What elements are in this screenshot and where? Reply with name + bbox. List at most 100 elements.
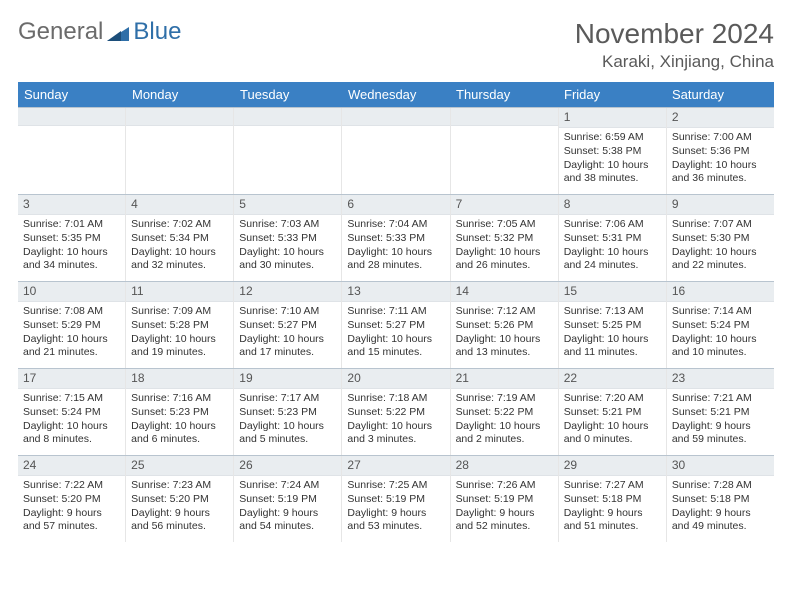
daylight-text: Daylight: 10 hours and 32 minutes. (131, 246, 228, 272)
day-cell: 24Sunrise: 7:22 AMSunset: 5:20 PMDayligh… (18, 456, 126, 542)
day-cell (126, 108, 234, 194)
sunset-text: Sunset: 5:32 PM (456, 232, 553, 245)
day-number: 3 (18, 195, 125, 215)
day-cell: 12Sunrise: 7:10 AMSunset: 5:27 PMDayligh… (234, 282, 342, 368)
sunset-text: Sunset: 5:33 PM (239, 232, 336, 245)
sunset-text: Sunset: 5:36 PM (672, 145, 769, 158)
daylight-text: Daylight: 10 hours and 13 minutes. (456, 333, 553, 359)
daylight-text: Daylight: 9 hours and 51 minutes. (564, 507, 661, 533)
weekday-header: Tuesday (234, 82, 342, 107)
title-block: November 2024 Karaki, Xinjiang, China (575, 18, 774, 72)
day-content: Sunrise: 7:17 AMSunset: 5:23 PMDaylight:… (234, 389, 341, 452)
sunrise-text: Sunrise: 7:20 AM (564, 392, 661, 405)
sunrise-text: Sunrise: 7:21 AM (672, 392, 769, 405)
day-content: Sunrise: 7:01 AMSunset: 5:35 PMDaylight:… (18, 215, 125, 278)
weekday-header: Thursday (450, 82, 558, 107)
day-cell: 26Sunrise: 7:24 AMSunset: 5:19 PMDayligh… (234, 456, 342, 542)
weekday-header-row: Sunday Monday Tuesday Wednesday Thursday… (18, 82, 774, 107)
daylight-text: Daylight: 10 hours and 19 minutes. (131, 333, 228, 359)
sunset-text: Sunset: 5:19 PM (347, 493, 444, 506)
sunrise-text: Sunrise: 7:15 AM (23, 392, 120, 405)
sunset-text: Sunset: 5:18 PM (564, 493, 661, 506)
daylight-text: Daylight: 10 hours and 5 minutes. (239, 420, 336, 446)
day-number: 23 (667, 369, 774, 389)
day-cell: 18Sunrise: 7:16 AMSunset: 5:23 PMDayligh… (126, 369, 234, 455)
week-row: 1Sunrise: 6:59 AMSunset: 5:38 PMDaylight… (18, 107, 774, 194)
day-number: 14 (451, 282, 558, 302)
sunset-text: Sunset: 5:26 PM (456, 319, 553, 332)
sunrise-text: Sunrise: 7:28 AM (672, 479, 769, 492)
day-content: Sunrise: 7:15 AMSunset: 5:24 PMDaylight:… (18, 389, 125, 452)
daylight-text: Daylight: 10 hours and 8 minutes. (23, 420, 120, 446)
day-cell: 9Sunrise: 7:07 AMSunset: 5:30 PMDaylight… (667, 195, 774, 281)
day-cell: 15Sunrise: 7:13 AMSunset: 5:25 PMDayligh… (559, 282, 667, 368)
day-cell: 30Sunrise: 7:28 AMSunset: 5:18 PMDayligh… (667, 456, 774, 542)
day-cell: 10Sunrise: 7:08 AMSunset: 5:29 PMDayligh… (18, 282, 126, 368)
day-content: Sunrise: 7:22 AMSunset: 5:20 PMDaylight:… (18, 476, 125, 539)
daylight-text: Daylight: 10 hours and 22 minutes. (672, 246, 769, 272)
day-content: Sunrise: 7:00 AMSunset: 5:36 PMDaylight:… (667, 128, 774, 191)
day-cell: 17Sunrise: 7:15 AMSunset: 5:24 PMDayligh… (18, 369, 126, 455)
weekday-header: Monday (126, 82, 234, 107)
sunrise-text: Sunrise: 7:14 AM (672, 305, 769, 318)
day-content: Sunrise: 7:26 AMSunset: 5:19 PMDaylight:… (451, 476, 558, 539)
daylight-text: Daylight: 9 hours and 49 minutes. (672, 507, 769, 533)
day-content: Sunrise: 7:02 AMSunset: 5:34 PMDaylight:… (126, 215, 233, 278)
day-number: 15 (559, 282, 666, 302)
day-number: 26 (234, 456, 341, 476)
sunrise-text: Sunrise: 7:02 AM (131, 218, 228, 231)
day-cell: 27Sunrise: 7:25 AMSunset: 5:19 PMDayligh… (342, 456, 450, 542)
weekday-header: Sunday (18, 82, 126, 107)
day-number: 6 (342, 195, 449, 215)
day-cell: 11Sunrise: 7:09 AMSunset: 5:28 PMDayligh… (126, 282, 234, 368)
daylight-text: Daylight: 10 hours and 30 minutes. (239, 246, 336, 272)
day-number: 27 (342, 456, 449, 476)
sunrise-text: Sunrise: 7:13 AM (564, 305, 661, 318)
day-content: Sunrise: 7:24 AMSunset: 5:19 PMDaylight:… (234, 476, 341, 539)
day-cell: 23Sunrise: 7:21 AMSunset: 5:21 PMDayligh… (667, 369, 774, 455)
sunrise-text: Sunrise: 7:04 AM (347, 218, 444, 231)
sunset-text: Sunset: 5:27 PM (347, 319, 444, 332)
day-number: 17 (18, 369, 125, 389)
day-content: Sunrise: 7:25 AMSunset: 5:19 PMDaylight:… (342, 476, 449, 539)
sunset-text: Sunset: 5:33 PM (347, 232, 444, 245)
sunset-text: Sunset: 5:23 PM (239, 406, 336, 419)
sunset-text: Sunset: 5:25 PM (564, 319, 661, 332)
daylight-text: Daylight: 10 hours and 15 minutes. (347, 333, 444, 359)
sunset-text: Sunset: 5:24 PM (672, 319, 769, 332)
day-cell: 20Sunrise: 7:18 AMSunset: 5:22 PMDayligh… (342, 369, 450, 455)
sunrise-text: Sunrise: 7:16 AM (131, 392, 228, 405)
day-content: Sunrise: 7:10 AMSunset: 5:27 PMDaylight:… (234, 302, 341, 365)
sunset-text: Sunset: 5:19 PM (239, 493, 336, 506)
sunrise-text: Sunrise: 7:27 AM (564, 479, 661, 492)
day-content: Sunrise: 7:09 AMSunset: 5:28 PMDaylight:… (126, 302, 233, 365)
sunset-text: Sunset: 5:30 PM (672, 232, 769, 245)
sunrise-text: Sunrise: 7:03 AM (239, 218, 336, 231)
sunset-text: Sunset: 5:24 PM (23, 406, 120, 419)
day-content: Sunrise: 7:21 AMSunset: 5:21 PMDaylight:… (667, 389, 774, 452)
daylight-text: Daylight: 10 hours and 11 minutes. (564, 333, 661, 359)
day-content: Sunrise: 7:03 AMSunset: 5:33 PMDaylight:… (234, 215, 341, 278)
day-content: Sunrise: 7:16 AMSunset: 5:23 PMDaylight:… (126, 389, 233, 452)
sunset-text: Sunset: 5:29 PM (23, 319, 120, 332)
day-cell: 2Sunrise: 7:00 AMSunset: 5:36 PMDaylight… (667, 108, 774, 194)
daylight-text: Daylight: 10 hours and 36 minutes. (672, 159, 769, 185)
weeks-container: 1Sunrise: 6:59 AMSunset: 5:38 PMDaylight… (18, 107, 774, 542)
logo-text-gray: General (18, 18, 103, 46)
sunrise-text: Sunrise: 7:18 AM (347, 392, 444, 405)
day-cell: 19Sunrise: 7:17 AMSunset: 5:23 PMDayligh… (234, 369, 342, 455)
sunrise-text: Sunrise: 7:23 AM (131, 479, 228, 492)
day-number: 12 (234, 282, 341, 302)
calendar: Sunday Monday Tuesday Wednesday Thursday… (18, 82, 774, 542)
sunset-text: Sunset: 5:22 PM (456, 406, 553, 419)
day-content: Sunrise: 7:18 AMSunset: 5:22 PMDaylight:… (342, 389, 449, 452)
day-content: Sunrise: 7:13 AMSunset: 5:25 PMDaylight:… (559, 302, 666, 365)
daylight-text: Daylight: 10 hours and 21 minutes. (23, 333, 120, 359)
sunset-text: Sunset: 5:20 PM (131, 493, 228, 506)
daylight-text: Daylight: 10 hours and 0 minutes. (564, 420, 661, 446)
daylight-text: Daylight: 9 hours and 57 minutes. (23, 507, 120, 533)
sunrise-text: Sunrise: 7:12 AM (456, 305, 553, 318)
sunrise-text: Sunrise: 7:07 AM (672, 218, 769, 231)
sunset-text: Sunset: 5:27 PM (239, 319, 336, 332)
day-number: 13 (342, 282, 449, 302)
